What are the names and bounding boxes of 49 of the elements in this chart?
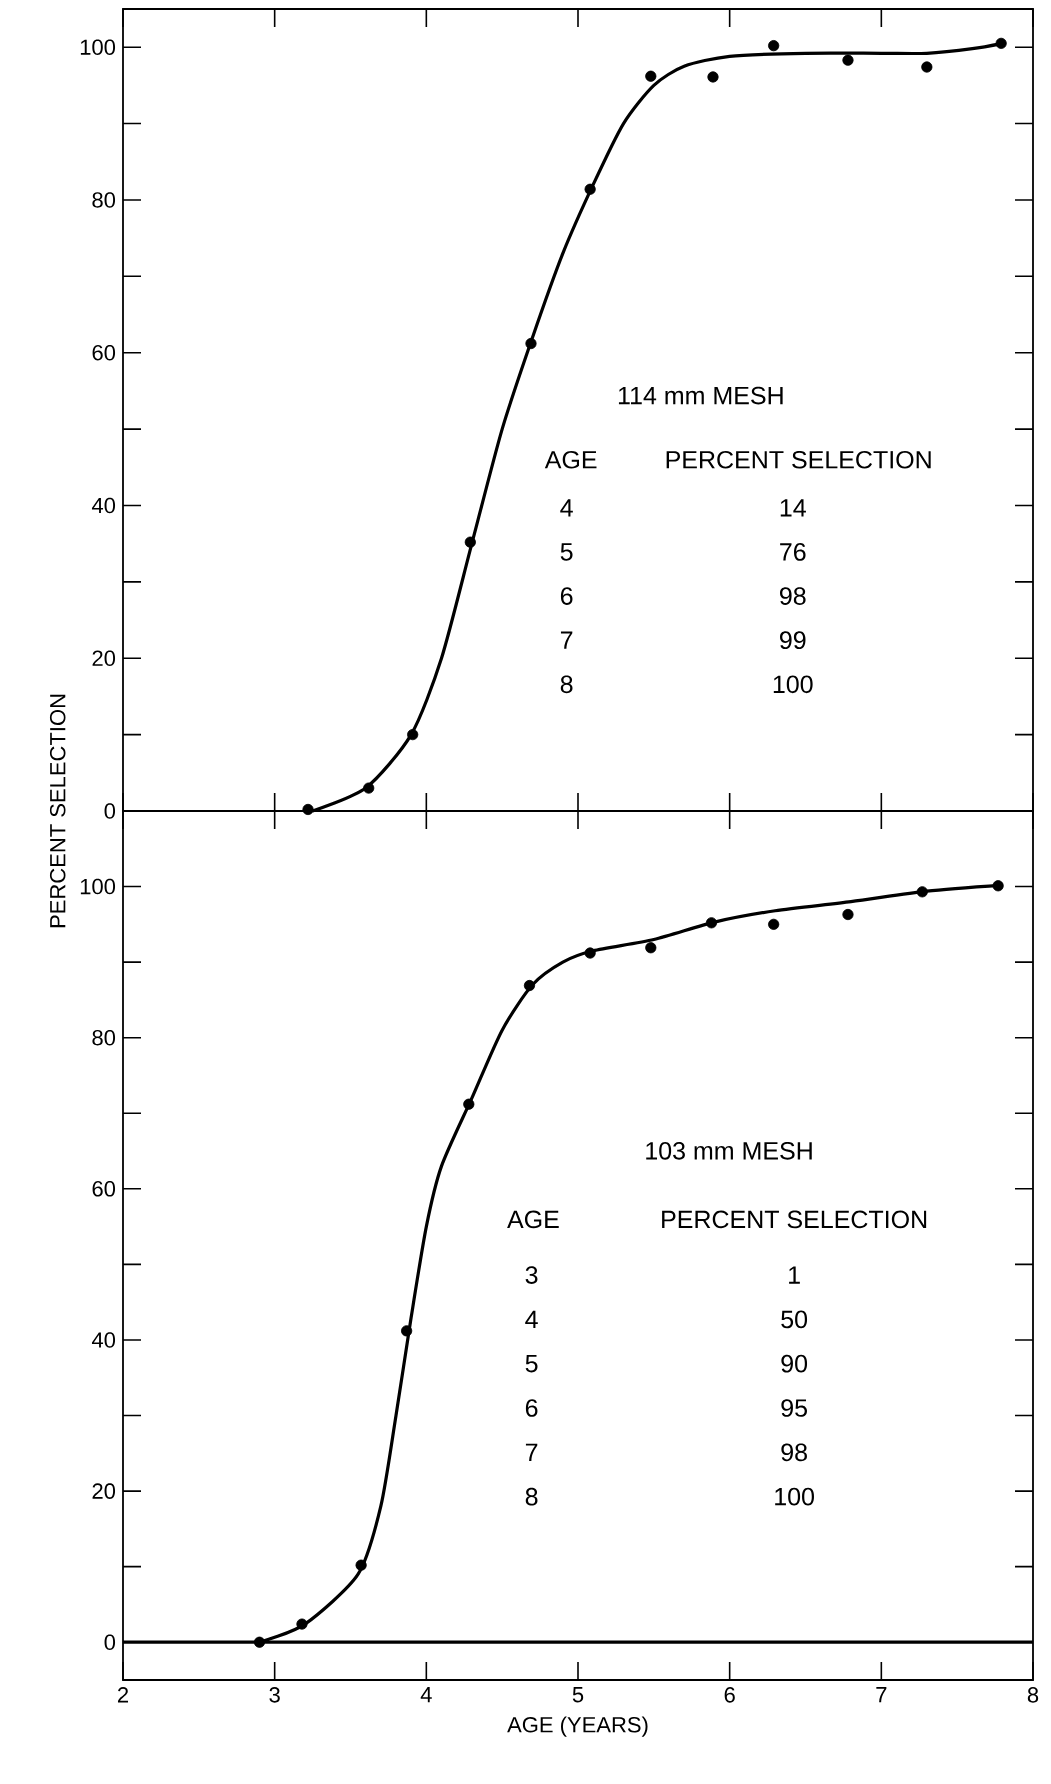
- annotation: 6: [525, 1399, 538, 1417]
- x-tick-label: 8: [1027, 1687, 1039, 1703]
- x-axis-title: AGE (YEARS): [507, 1716, 648, 1737]
- y-tick-label: 100: [80, 878, 116, 895]
- annotation: 8: [560, 675, 573, 694]
- annotation: 8: [525, 1487, 538, 1506]
- annotation: 76: [780, 543, 806, 561]
- annotation: AGE: [544, 450, 597, 469]
- y-tick-label: 40: [91, 497, 116, 514]
- y-axis-title: PERCENT SELECTION: [49, 694, 66, 928]
- x-tick-label: 7: [876, 1687, 887, 1703]
- y-tick-label: 40: [91, 1332, 116, 1348]
- y-tick-label: 100: [80, 39, 116, 55]
- annotation: 3: [525, 1266, 538, 1284]
- annotation: 95: [781, 1399, 807, 1417]
- annotation: 5: [560, 543, 573, 561]
- annotation: 14: [780, 499, 806, 517]
- y-tick-label: 60: [92, 1181, 116, 1197]
- annotation: AGE: [507, 1210, 559, 1229]
- y-tick-label: 60: [92, 344, 116, 361]
- annotation: 98: [781, 1443, 807, 1462]
- annotation: 7: [525, 1443, 538, 1461]
- annotation: 50: [781, 1310, 808, 1329]
- annotation: 6: [560, 587, 573, 605]
- annotation: 4: [525, 1310, 538, 1328]
- annotation: 100: [773, 675, 813, 694]
- y-tick-label: 0: [104, 1634, 116, 1651]
- annotation: 98: [780, 587, 806, 605]
- annotation: 4: [560, 499, 573, 517]
- annotation: 114 mm MESH: [618, 386, 783, 405]
- annotation: PERCENT SELECTION: [666, 450, 931, 469]
- x-tick-label: 3: [269, 1687, 280, 1703]
- annotation: 5: [525, 1354, 538, 1373]
- annotation: 99: [780, 631, 806, 650]
- x-tick-label: 2: [117, 1687, 129, 1703]
- y-tick-label: 80: [92, 1029, 116, 1046]
- annotation: 100: [775, 1487, 814, 1506]
- x-tick-label: 4: [420, 1687, 432, 1703]
- annotation: 90: [781, 1354, 808, 1373]
- annotation: 7: [560, 631, 573, 649]
- y-tick-label: 0: [104, 803, 116, 819]
- y-tick-label: 80: [92, 192, 116, 208]
- y-tick-label: 20: [92, 1483, 116, 1499]
- annotation: 103 mm MESH: [646, 1141, 812, 1160]
- annotation: PERCENT SELECTION: [662, 1210, 927, 1229]
- y-tick-label: 20: [92, 650, 116, 667]
- x-tick-label: 6: [724, 1687, 735, 1703]
- x-tick-label: 5: [572, 1687, 584, 1703]
- annotation: 1: [789, 1266, 800, 1284]
